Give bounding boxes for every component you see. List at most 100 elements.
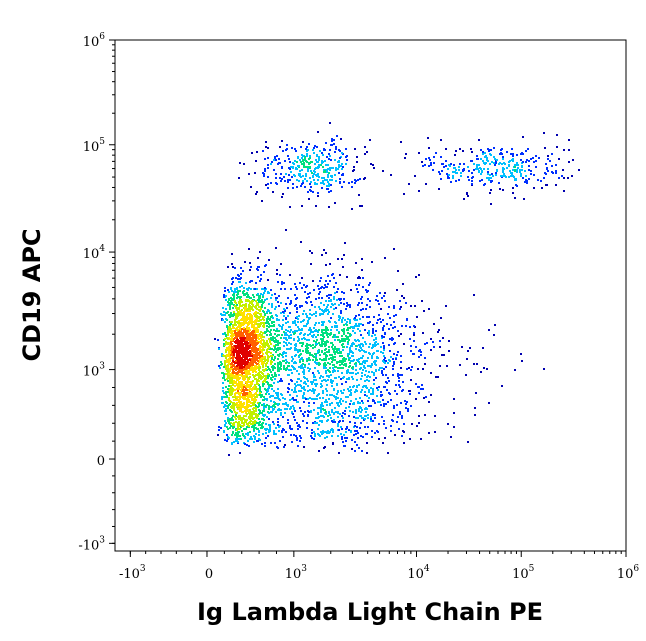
event-dot	[299, 305, 301, 307]
event-dot	[247, 432, 249, 434]
event-dot	[229, 427, 231, 429]
event-dot	[408, 367, 410, 369]
event-dot	[303, 164, 305, 166]
event-dot	[241, 430, 243, 432]
event-dot	[296, 395, 298, 397]
event-dot	[293, 391, 295, 393]
event-dot	[429, 159, 431, 161]
event-dot	[358, 410, 360, 412]
event-dot	[326, 179, 328, 181]
event-dot	[224, 287, 226, 289]
event-dot	[345, 381, 347, 383]
event-dot	[232, 374, 234, 376]
event-dot	[277, 344, 279, 346]
event-dot	[313, 379, 315, 381]
event-dot	[329, 149, 331, 151]
event-dot	[255, 427, 257, 429]
event-dot	[374, 360, 376, 362]
event-dot	[222, 396, 224, 398]
event-dot	[252, 423, 254, 425]
event-dot	[318, 306, 320, 308]
event-dot	[430, 372, 432, 374]
event-dot	[275, 344, 277, 346]
event-dot	[383, 347, 385, 349]
event-dot	[308, 357, 310, 359]
event-dot	[328, 398, 330, 400]
event-dot	[530, 158, 532, 160]
event-dot	[450, 163, 452, 165]
event-dot	[366, 151, 368, 153]
event-dot	[283, 345, 285, 347]
event-dot	[503, 173, 505, 175]
event-dot	[243, 287, 245, 289]
event-dot	[285, 322, 287, 324]
event-dot	[322, 166, 324, 168]
event-dot	[253, 296, 255, 298]
event-dot	[301, 277, 303, 279]
event-dot	[246, 413, 248, 415]
event-dot	[238, 405, 240, 407]
y-tick-label: 0	[97, 454, 105, 469]
event-dot	[396, 393, 398, 395]
event-dot	[287, 422, 289, 424]
event-dot	[343, 292, 345, 294]
event-dot	[369, 343, 371, 345]
event-dot	[332, 336, 334, 338]
event-dot	[419, 349, 421, 351]
event-dot	[256, 381, 258, 383]
x-tick-label-base: 10	[512, 567, 529, 582]
event-dot	[397, 330, 399, 332]
event-dot	[243, 321, 245, 323]
event-dot	[248, 445, 250, 447]
event-dot	[264, 331, 266, 333]
event-dot	[229, 378, 231, 380]
event-dot	[250, 367, 252, 369]
event-dot	[245, 361, 247, 363]
event-dot	[297, 336, 299, 338]
event-dot	[362, 436, 364, 438]
event-dot	[270, 343, 272, 345]
event-dot	[265, 322, 267, 324]
event-dot	[276, 297, 278, 299]
event-dot	[289, 179, 291, 181]
event-dot	[246, 386, 248, 388]
event-dot	[547, 170, 549, 172]
event-dot	[304, 333, 306, 335]
event-dot	[255, 342, 257, 344]
event-dot	[277, 301, 279, 303]
event-dot	[294, 419, 296, 421]
event-dot	[486, 177, 488, 179]
event-dot	[403, 193, 405, 195]
event-dot	[254, 349, 256, 351]
event-dot	[341, 428, 343, 430]
event-dot	[380, 391, 382, 393]
event-dot	[275, 411, 277, 413]
event-dot	[238, 393, 240, 395]
event-dot	[261, 355, 263, 357]
event-dot	[314, 367, 316, 369]
event-dot	[246, 353, 248, 355]
event-dot	[239, 410, 241, 412]
event-dot	[319, 313, 321, 315]
event-dot	[310, 301, 312, 303]
event-dot	[345, 365, 347, 367]
event-dot	[348, 415, 350, 417]
event-dot	[256, 417, 258, 419]
event-dot	[313, 313, 315, 315]
event-dot	[258, 418, 260, 420]
event-dot	[335, 307, 337, 309]
event-dot	[322, 180, 324, 182]
event-dot	[250, 321, 252, 323]
event-dot	[316, 343, 318, 345]
event-dot	[296, 370, 298, 372]
event-dot	[394, 342, 396, 344]
event-dot	[325, 164, 327, 166]
event-dot	[247, 330, 249, 332]
event-dot	[223, 375, 225, 377]
event-dot	[310, 331, 312, 333]
event-dot	[244, 307, 246, 309]
event-dot	[252, 403, 254, 405]
event-dot	[476, 158, 478, 160]
event-dot	[315, 311, 317, 313]
event-dot	[290, 434, 292, 436]
